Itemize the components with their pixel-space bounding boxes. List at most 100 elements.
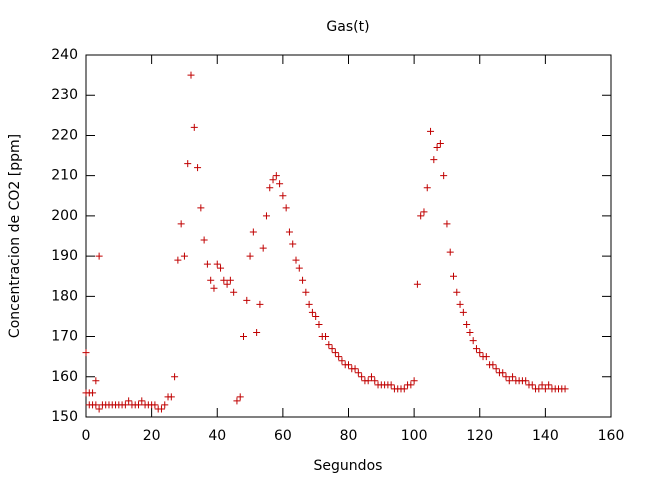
- x-tick-label: 100: [401, 428, 428, 444]
- y-axis-label: Concentracion de CO2 [ppm]: [7, 134, 23, 338]
- point: [282, 204, 290, 212]
- point: [269, 176, 277, 184]
- point: [230, 288, 238, 296]
- x-tick-label: 120: [466, 428, 493, 444]
- point: [417, 212, 425, 220]
- point: [92, 377, 100, 385]
- point: [354, 369, 362, 377]
- point: [295, 264, 303, 272]
- point: [308, 308, 316, 316]
- y-tick-label: 160: [51, 369, 78, 385]
- point: [285, 228, 293, 236]
- y-tick-label: 170: [51, 329, 78, 345]
- point: [453, 288, 461, 296]
- y-tick-label: 210: [51, 168, 78, 184]
- point: [299, 276, 307, 284]
- point: [89, 389, 97, 397]
- point: [351, 365, 359, 373]
- point: [217, 264, 225, 272]
- point: [249, 228, 257, 236]
- point: [345, 361, 352, 369]
- point: [492, 365, 500, 373]
- point: [194, 164, 202, 172]
- point: [358, 373, 366, 381]
- point: [472, 345, 480, 353]
- point: [459, 308, 467, 316]
- point: [315, 320, 323, 328]
- point: [407, 381, 415, 389]
- point: [367, 373, 375, 381]
- point: [427, 127, 435, 135]
- point: [430, 156, 438, 164]
- x-tick-label: 60: [274, 428, 292, 444]
- point: [413, 280, 421, 288]
- point: [95, 252, 103, 260]
- point: [535, 385, 543, 393]
- point: [538, 381, 546, 389]
- point: [322, 333, 330, 341]
- point: [482, 353, 490, 361]
- point: [161, 401, 169, 409]
- x-axis-label: Segundos: [314, 458, 383, 474]
- x-tick-label: 40: [208, 428, 226, 444]
- x-tick-label: 140: [532, 428, 559, 444]
- point: [200, 236, 208, 244]
- point: [207, 276, 215, 284]
- point: [522, 377, 530, 385]
- y-tick-label: 180: [51, 288, 78, 304]
- point: [456, 300, 464, 308]
- point: [433, 144, 441, 152]
- point: [223, 280, 231, 288]
- point: [335, 353, 343, 361]
- point: [174, 256, 182, 264]
- point: [243, 296, 251, 304]
- point: [289, 240, 297, 248]
- point: [135, 401, 142, 409]
- point: [125, 397, 133, 405]
- point: [266, 184, 274, 192]
- point: [210, 284, 218, 292]
- point: [92, 401, 100, 409]
- point: [121, 401, 129, 409]
- point: [489, 361, 497, 369]
- point: [240, 333, 247, 341]
- point: [184, 160, 192, 168]
- point: [400, 385, 408, 393]
- point: [259, 244, 267, 252]
- x-tick-label: 80: [340, 428, 358, 444]
- point: [387, 381, 395, 389]
- point: [466, 329, 474, 337]
- x-tick-label: 20: [143, 428, 161, 444]
- point: [213, 260, 221, 268]
- point: [276, 180, 284, 188]
- point: [256, 300, 264, 308]
- point: [450, 272, 457, 280]
- point: [463, 320, 471, 328]
- point: [233, 397, 241, 405]
- x-tick-label: 160: [598, 428, 625, 444]
- point: [180, 252, 188, 260]
- y-tick-label: 230: [51, 87, 78, 103]
- point: [541, 385, 549, 393]
- point: [364, 377, 372, 385]
- point: [436, 139, 444, 147]
- point: [509, 373, 517, 381]
- point: [253, 329, 261, 337]
- point: [469, 337, 477, 345]
- point: [440, 172, 448, 180]
- point: [423, 184, 431, 192]
- point: [203, 260, 211, 268]
- point: [151, 401, 159, 409]
- point: [420, 208, 428, 216]
- y-tick-label: 150: [51, 409, 78, 425]
- point: [338, 357, 346, 365]
- point: [82, 349, 90, 357]
- point: [331, 349, 339, 357]
- point: [443, 220, 451, 228]
- point: [328, 345, 336, 353]
- point: [312, 312, 320, 320]
- point: [226, 276, 234, 284]
- point: [499, 369, 507, 377]
- point: [371, 377, 379, 385]
